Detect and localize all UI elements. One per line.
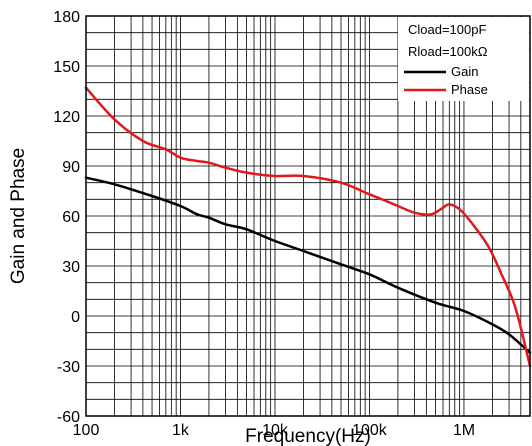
x-tick-label: 1M xyxy=(453,422,475,439)
legend-phase-label: Phase xyxy=(451,82,488,97)
y-axis-title: Gain and Phase xyxy=(8,148,29,284)
y-tick-label: -30 xyxy=(57,359,80,376)
legend: Cload=100pF Rload=100kΩ Gain Phase xyxy=(398,17,529,101)
y-tick-label: 150 xyxy=(53,59,80,76)
x-tick-label: 100 xyxy=(73,422,100,439)
x-axis-title: Frequency(Hz) xyxy=(245,426,371,446)
y-tick-label: 60 xyxy=(62,209,80,226)
series-line-phase xyxy=(84,86,532,368)
legend-rload: Rload=100kΩ xyxy=(408,44,488,59)
legend-box xyxy=(398,17,529,101)
y-tick-label: 90 xyxy=(62,159,80,176)
y-tick-label: -60 xyxy=(57,409,80,426)
y-tick-labels: -60 -30 0 30 60 90 120 150 180 xyxy=(53,9,80,426)
plot-frame xyxy=(85,15,531,417)
legend-cload: Cload=100pF xyxy=(408,22,486,37)
y-tick-label: 0 xyxy=(71,309,80,326)
y-tick-label: 30 xyxy=(62,259,80,276)
x-tick-labels: 100 1k 10k 100k 1M xyxy=(73,422,475,439)
series-lines xyxy=(84,86,532,368)
x-tick-label: 100k xyxy=(352,422,388,439)
x-tick-label: 10k xyxy=(262,422,289,439)
series-line-gain xyxy=(84,176,532,354)
y-tick-label: 180 xyxy=(53,9,80,26)
legend-gain-label: Gain xyxy=(451,64,478,79)
x-tick-label: 1k xyxy=(172,422,190,439)
y-tick-label: 120 xyxy=(53,109,80,126)
